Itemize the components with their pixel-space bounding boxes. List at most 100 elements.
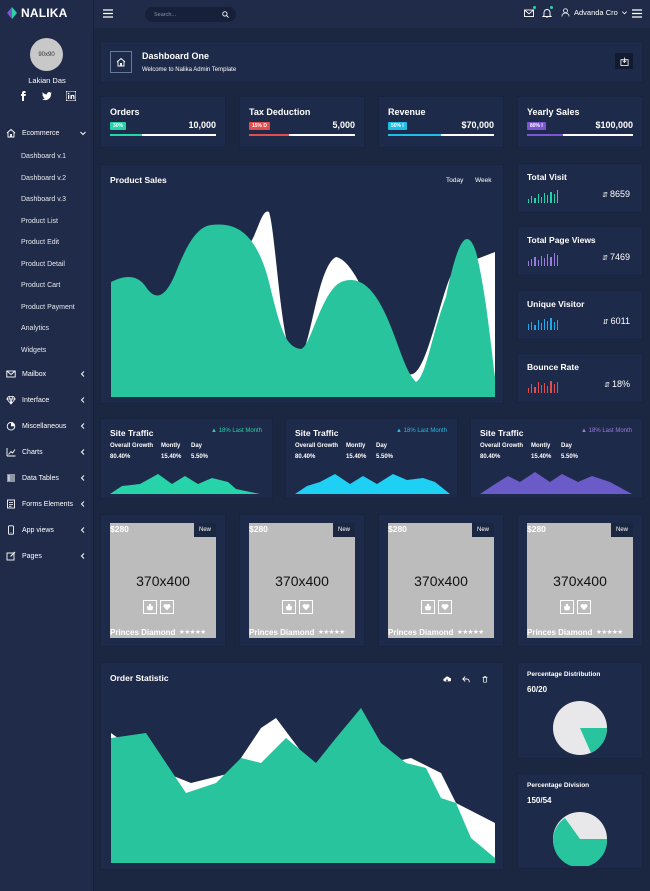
sidebar-item-forms-elements[interactable]: Forms Elements	[0, 491, 94, 517]
sidebar: NALIKA 90x90 Lakian Das Ecommerce Dashbo…	[0, 0, 94, 891]
product-card[interactable]: $280 New 370x400 Princes Diamond ★★★★★	[378, 514, 504, 647]
kpi-bar	[540, 323, 543, 330]
wishlist-button[interactable]	[577, 600, 591, 614]
search-input[interactable]: Search...	[145, 7, 236, 22]
sidebar-subitem-product-edit[interactable]: Product Edit	[21, 239, 60, 247]
sidebar-item-mailbox[interactable]: Mailbox	[0, 361, 94, 387]
linkedin-icon[interactable]	[66, 91, 76, 101]
product-name[interactable]: Princes Diamond	[249, 628, 315, 637]
wishlist-button[interactable]	[438, 600, 452, 614]
sidebar-subitem-widgets[interactable]: Widgets	[21, 346, 47, 354]
cloud-download-icon[interactable]	[443, 675, 451, 683]
traffic-title: Site Traffic	[110, 428, 154, 438]
stat-title: Tax Deduction	[249, 107, 311, 117]
product-badge: New	[472, 523, 494, 537]
sidebar-subitem-product-payment[interactable]: Product Payment	[21, 303, 75, 311]
menu-icon[interactable]	[103, 9, 113, 18]
reply-icon[interactable]	[462, 675, 470, 683]
kpi-bar	[528, 388, 530, 393]
download-button[interactable]	[615, 53, 633, 69]
product-placeholder: 370x400	[136, 573, 190, 589]
tab-today[interactable]: Today	[446, 177, 464, 184]
phone-icon	[6, 525, 16, 535]
traffic-value: 80.40%	[295, 454, 316, 460]
distribution-value: 60/20	[527, 685, 548, 694]
add-to-cart-button[interactable]	[282, 600, 296, 614]
kpi-bar	[553, 253, 555, 266]
sidebar-item-miscellaneous[interactable]: Miscellaneous	[0, 413, 94, 439]
mail-icon[interactable]	[524, 8, 534, 18]
sidebar-item-charts[interactable]: Charts	[0, 439, 94, 465]
sidebar-subitem-dashboard-v3[interactable]: Dashboard v.3	[21, 196, 67, 204]
stat-title: Revenue	[388, 107, 426, 117]
search-icon[interactable]	[222, 11, 229, 18]
facebook-icon[interactable]	[18, 91, 28, 101]
add-to-cart-button[interactable]	[560, 600, 574, 614]
kpi-sparkline	[528, 315, 559, 330]
kpi-value-text: 18%	[611, 379, 630, 389]
pie-icon	[6, 421, 16, 431]
sidebar-item-label: Mailbox	[22, 370, 47, 378]
sidebar-item-ecommerce[interactable]: Ecommerce	[0, 120, 94, 146]
stat-progress-fill	[527, 134, 564, 136]
stat-badge: 15% D	[249, 122, 271, 130]
distribution-card: Percentage Division 150/54	[517, 773, 643, 869]
kpi-bar	[544, 193, 546, 203]
product-card[interactable]: $280 New 370x400 Princes Diamond ★★★★★	[517, 514, 643, 647]
product-name[interactable]: Princes Diamond	[110, 628, 176, 637]
topbar: Search... Advanda Cro	[94, 0, 650, 28]
chevron-left-icon	[80, 527, 85, 533]
stat-progress	[527, 134, 633, 136]
heart-icon	[163, 604, 171, 611]
kpi-value-text: 8659	[609, 189, 630, 199]
add-to-cart-button[interactable]	[143, 600, 157, 614]
product-card[interactable]: $280 New 370x400 Princes Diamond ★★★★★	[100, 514, 226, 647]
wishlist-button[interactable]	[299, 600, 313, 614]
add-to-cart-button[interactable]	[421, 600, 435, 614]
order-statistic-chart	[111, 708, 495, 863]
product-image[interactable]: $280 New 370x400 Princes Diamond ★★★★★	[527, 523, 633, 638]
kpi-value: ⇵ 8659	[602, 189, 630, 199]
product-name[interactable]: Princes Diamond	[527, 628, 593, 637]
tab-week[interactable]: Week	[475, 177, 492, 184]
brand[interactable]: NALIKA	[7, 6, 68, 20]
stat-value: $100,000	[595, 120, 633, 130]
trash-icon[interactable]	[481, 675, 489, 683]
kpi-card: Total Page Views ⇵ 7469	[517, 226, 643, 276]
sidebar-subitem-product-list[interactable]: Product List	[21, 217, 58, 225]
kpi-bar	[550, 192, 552, 203]
avatar[interactable]: 90x90	[30, 38, 63, 71]
sidebar-item-interface[interactable]: Interface	[0, 387, 94, 413]
kpi-card: Bounce Rate ⇵ 18%	[517, 353, 643, 403]
traffic-value: 80.40%	[480, 454, 501, 460]
sidebar-item-app-views[interactable]: App views	[0, 517, 94, 543]
product-card[interactable]: $280 New 370x400 Princes Diamond ★★★★★	[239, 514, 365, 647]
sidebar-subitem-product-detail[interactable]: Product Detail	[21, 260, 65, 268]
user-menu[interactable]: Advanda Cro	[561, 8, 632, 17]
sidebar-item-data-tables[interactable]: Data Tables	[0, 465, 94, 491]
wishlist-button[interactable]	[160, 600, 174, 614]
product-image[interactable]: $280 New 370x400 Princes Diamond ★★★★★	[249, 523, 355, 638]
sidebar-item-pages[interactable]: Pages	[0, 543, 94, 569]
user-icon	[561, 8, 570, 17]
sidebar-subitem-dashboard-v2[interactable]: Dashboard v.2	[21, 174, 67, 182]
kpi-bar	[537, 382, 539, 393]
kpi-bar	[556, 320, 559, 330]
kpi-bar	[540, 197, 543, 203]
bell-icon[interactable]	[542, 8, 552, 18]
product-rating: ★★★★★	[318, 629, 345, 636]
product-name[interactable]: Princes Diamond	[388, 628, 454, 637]
notification-dot	[550, 6, 553, 9]
sidebar-subitem-dashboard-v1[interactable]: Dashboard v.1	[21, 153, 67, 161]
product-image[interactable]: $280 New 370x400 Princes Diamond ★★★★★	[110, 523, 216, 638]
kpi-bar	[534, 257, 536, 266]
home-button[interactable]	[110, 51, 132, 73]
kpi-bar	[550, 381, 552, 393]
sidebar-subitem-product-cart[interactable]: Product Cart	[21, 282, 61, 290]
sidebar-item-label: Data Tables	[22, 474, 59, 482]
twitter-icon[interactable]	[42, 91, 52, 101]
traffic-label: Overall Growth	[480, 443, 524, 449]
product-image[interactable]: $280 New 370x400 Princes Diamond ★★★★★	[388, 523, 494, 638]
menu-icon[interactable]	[632, 9, 642, 18]
sidebar-subitem-analytics[interactable]: Analytics	[21, 325, 50, 333]
